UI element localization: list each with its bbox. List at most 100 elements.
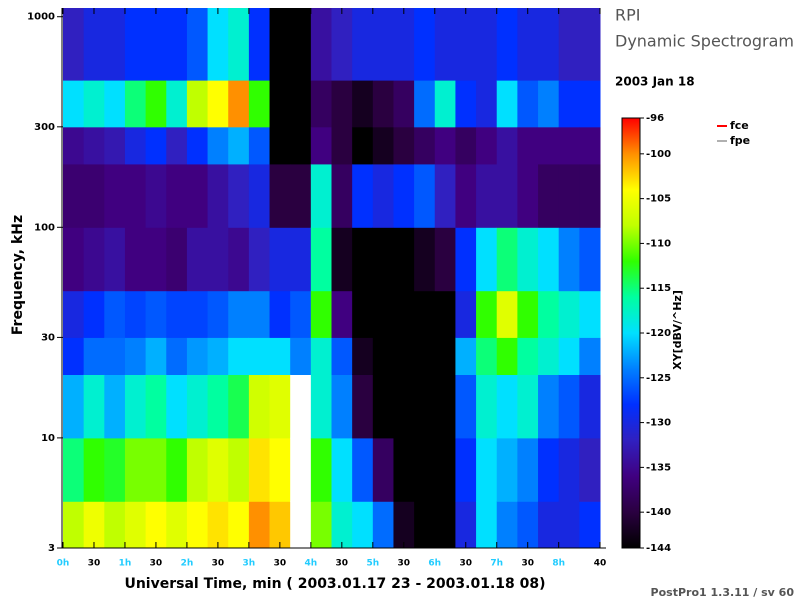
x-axis-label: Universal Time, min ( 2003.01.17 23 - 20… bbox=[124, 576, 545, 592]
heatmap-cell bbox=[579, 227, 601, 292]
heatmap-cell bbox=[558, 501, 580, 549]
heatmap-cell bbox=[331, 80, 353, 128]
x-tick-label: 0h bbox=[57, 559, 70, 569]
colorbar-tick-label: -140 bbox=[646, 507, 671, 518]
heatmap-cell bbox=[434, 501, 456, 549]
heatmap-cell bbox=[145, 374, 167, 439]
colorbar-tick-label: -115 bbox=[646, 283, 671, 294]
heatmap-cell bbox=[558, 163, 580, 228]
heatmap-cell bbox=[414, 437, 436, 502]
heatmap-cell bbox=[558, 337, 580, 375]
x-tick-label: 30 bbox=[150, 559, 163, 569]
x-tick-label: 1h bbox=[119, 559, 132, 569]
heatmap-cell bbox=[207, 374, 229, 439]
heatmap-cell bbox=[248, 501, 271, 549]
heatmap-cell bbox=[310, 501, 332, 549]
heatmap-cell bbox=[83, 437, 105, 502]
heatmap-cell bbox=[145, 8, 167, 81]
heatmap-cell bbox=[393, 290, 415, 338]
heatmap-cell bbox=[166, 337, 188, 375]
heatmap-cell bbox=[434, 8, 456, 81]
heatmap-cell bbox=[124, 227, 147, 292]
heatmap-cell bbox=[331, 437, 353, 502]
heatmap-cell bbox=[331, 501, 353, 549]
heatmap-cell bbox=[63, 8, 85, 81]
heatmap-cell bbox=[186, 8, 209, 81]
heatmap-cell bbox=[434, 80, 456, 128]
heatmap-cell bbox=[393, 80, 415, 128]
heatmap-cell bbox=[538, 437, 560, 502]
chart-subtitle: Dynamic Spectrogram bbox=[615, 32, 794, 51]
heatmap-cell bbox=[538, 80, 560, 128]
heatmap-cell bbox=[104, 290, 126, 338]
heatmap-cell bbox=[372, 163, 394, 228]
heatmap-cell bbox=[166, 437, 188, 502]
x-tick-label: 30 bbox=[274, 559, 287, 569]
heatmap-cell bbox=[63, 437, 85, 502]
heatmap-cell bbox=[414, 163, 436, 228]
heatmap-cell bbox=[455, 80, 477, 128]
heatmap-cell bbox=[352, 337, 374, 375]
colorbar-label: XY[dBV/^Hz] bbox=[671, 290, 684, 370]
heatmap-cell bbox=[186, 337, 209, 375]
heatmap-cell bbox=[414, 337, 436, 375]
heatmap-cell bbox=[124, 501, 147, 549]
heatmap-cell bbox=[372, 8, 394, 81]
heatmap-cell bbox=[83, 290, 105, 338]
heatmap-cell bbox=[496, 374, 518, 439]
heatmap-cell bbox=[83, 227, 105, 292]
heatmap-cell bbox=[393, 374, 415, 439]
heatmap-cell bbox=[228, 8, 250, 81]
heatmap-cell bbox=[248, 80, 271, 128]
heatmap-cell bbox=[434, 337, 456, 375]
heatmap-cell bbox=[372, 227, 394, 292]
heatmap-cell bbox=[372, 337, 394, 375]
x-tick-label: 4h bbox=[305, 559, 318, 569]
heatmap-cell bbox=[104, 374, 126, 439]
heatmap-cell bbox=[104, 337, 126, 375]
heatmap-cell bbox=[579, 126, 601, 165]
y-tick-label: 300 bbox=[34, 122, 55, 133]
heatmap-cell bbox=[372, 290, 394, 338]
y-tick-label: 100 bbox=[34, 222, 55, 233]
heatmap-cell bbox=[63, 374, 85, 439]
heatmap-cell bbox=[579, 337, 601, 375]
heatmap-cell bbox=[310, 163, 332, 228]
heatmap-cell bbox=[207, 80, 229, 128]
heatmap-cell bbox=[517, 437, 539, 502]
heatmap-cell bbox=[496, 227, 518, 292]
heatmap-cell bbox=[331, 8, 353, 81]
heatmap-cell bbox=[104, 126, 126, 165]
heatmap-cell bbox=[63, 337, 85, 375]
heatmap-cell bbox=[83, 501, 105, 549]
heatmap-cell bbox=[476, 337, 498, 375]
heatmap-cell bbox=[372, 501, 394, 549]
heatmap-cell bbox=[83, 374, 105, 439]
heatmap-cell bbox=[145, 501, 167, 549]
heatmap-cell bbox=[269, 227, 291, 292]
heatmap-cell bbox=[496, 501, 518, 549]
heatmap-cell bbox=[248, 126, 271, 165]
colorbar-tick-label: -135 bbox=[646, 462, 671, 473]
heatmap-cell bbox=[331, 227, 353, 292]
heatmap-cell bbox=[414, 374, 436, 439]
y-tick-label: 10 bbox=[41, 433, 55, 444]
heatmap-cell bbox=[372, 437, 394, 502]
x-tick-label: 30 bbox=[336, 559, 349, 569]
x-tick-label: 30 bbox=[398, 559, 411, 569]
heatmap-cell bbox=[290, 374, 312, 439]
x-tick-label: 7h bbox=[490, 559, 503, 569]
heatmap-cell bbox=[269, 374, 291, 439]
heatmap-cell bbox=[517, 501, 539, 549]
heatmap-cell bbox=[434, 437, 456, 502]
heatmap-cell bbox=[290, 290, 312, 338]
chart-title: RPI bbox=[615, 6, 640, 25]
heatmap-cell bbox=[228, 227, 250, 292]
x-tick-label: 30 bbox=[88, 559, 101, 569]
heatmap-cell bbox=[104, 163, 126, 228]
heatmap-cell bbox=[228, 337, 250, 375]
colorbar bbox=[621, 117, 641, 549]
heatmap-cell bbox=[352, 501, 374, 549]
heatmap-cell bbox=[166, 163, 188, 228]
heatmap-cell bbox=[145, 337, 167, 375]
